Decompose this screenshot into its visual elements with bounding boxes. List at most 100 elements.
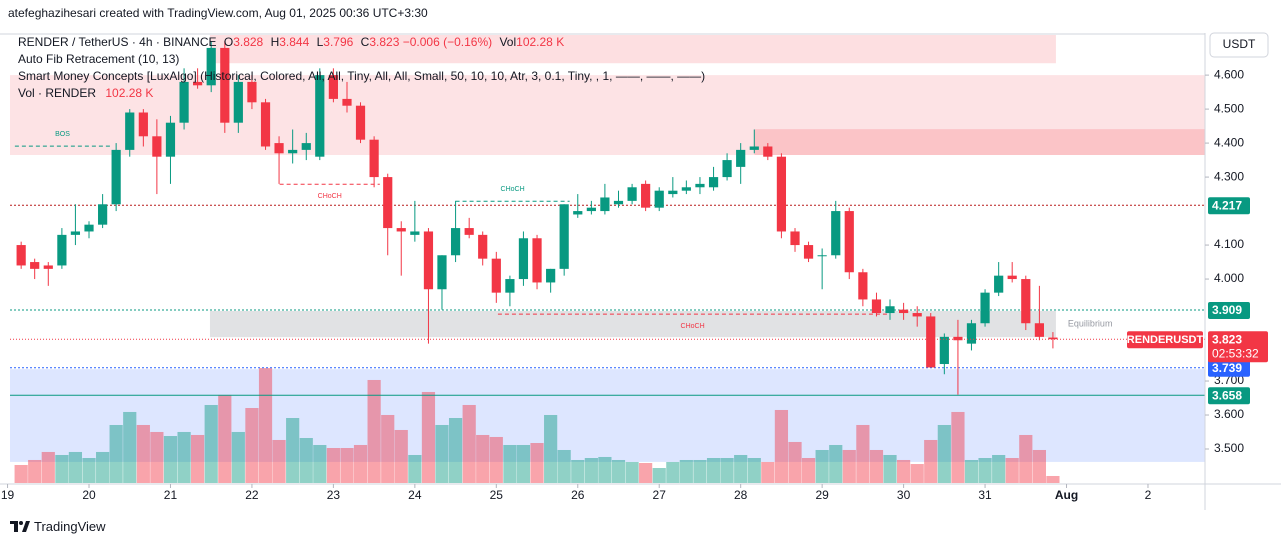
candle-body — [328, 75, 338, 99]
candle-body — [260, 102, 271, 147]
volume-bar — [448, 418, 463, 483]
volume-bar — [177, 431, 191, 483]
x-tick-label: 26 — [571, 488, 585, 502]
candle-body — [858, 272, 868, 300]
volume-bar — [734, 454, 748, 483]
candle-body — [885, 306, 895, 314]
candle-body — [165, 122, 176, 157]
level-label-bg — [1208, 301, 1250, 319]
candle-body — [206, 47, 216, 86]
x-tick-label: 21 — [164, 488, 178, 502]
candle-body — [613, 200, 624, 205]
volume-bar — [245, 408, 259, 483]
y-tick-label: 4.500 — [1214, 101, 1244, 115]
candle-body — [681, 187, 691, 191]
y-tick-label: 4.400 — [1214, 135, 1244, 149]
volume-bar — [435, 424, 449, 483]
candle-body — [803, 245, 814, 259]
candle-body — [1034, 323, 1044, 337]
candle-body — [288, 149, 298, 154]
candle-body — [939, 336, 949, 365]
candle-body — [274, 143, 284, 154]
candle-body — [1007, 275, 1017, 280]
ohlc-value: 3.796 — [323, 35, 354, 49]
volume-bar — [28, 459, 42, 483]
volume-bar — [720, 458, 734, 483]
volume-bar — [1046, 475, 1060, 483]
candle-body — [722, 160, 732, 178]
volume-bar — [666, 461, 680, 483]
volume-bar — [109, 424, 123, 483]
volume-bar — [706, 458, 721, 483]
candle-body — [301, 143, 311, 150]
volume-value: 102.28 K — [105, 86, 154, 100]
candle-body — [559, 204, 569, 269]
ohlc-value: 3.844 — [279, 35, 310, 49]
candle-body — [16, 245, 26, 266]
volume-bar — [476, 434, 490, 483]
volume-bar — [313, 444, 327, 483]
volume-bar — [163, 436, 178, 483]
volume-bar — [462, 404, 476, 483]
candle-body — [111, 149, 121, 205]
x-tick-label: 27 — [653, 488, 667, 502]
volume-bar — [801, 458, 816, 483]
candle-body — [57, 234, 67, 266]
ohlc-key: O — [223, 35, 234, 49]
candle-body — [790, 231, 800, 246]
volume-bar — [258, 368, 273, 483]
volume-bar — [557, 449, 571, 483]
volume-bar — [598, 456, 612, 483]
zone — [10, 369, 1205, 462]
y-tick-label: 3.600 — [1214, 407, 1244, 421]
ohlc-key: L — [316, 35, 324, 49]
candle-body — [654, 190, 664, 208]
zone — [754, 129, 1205, 155]
volume-bar — [218, 394, 232, 483]
candle-body — [437, 255, 447, 290]
candle-body — [1048, 337, 1058, 340]
volume-bar — [489, 436, 503, 483]
candle-body — [586, 207, 596, 212]
volume-bar — [82, 458, 96, 483]
candle-body — [600, 197, 610, 212]
volume-bar — [421, 391, 436, 483]
x-tick-label: 24 — [408, 488, 422, 502]
volume-bar — [747, 458, 761, 483]
level-label: 3.739 — [1212, 361, 1242, 375]
volume-bar — [96, 451, 110, 483]
ohlc-value: 3.828 — [233, 35, 264, 49]
candle-body — [817, 255, 827, 257]
structure-label: CHoCH — [681, 323, 705, 330]
candle-body — [518, 238, 529, 280]
candle-body — [138, 112, 148, 137]
volume-bar — [326, 448, 340, 483]
candle-body — [233, 81, 243, 123]
currency-box — [1209, 32, 1269, 58]
currency: USDT — [1223, 37, 1256, 51]
x-tick-label: 31 — [978, 488, 992, 502]
candle-body — [450, 228, 461, 256]
y-tick-label: 4.100 — [1214, 237, 1244, 251]
candle-body — [478, 234, 488, 259]
candle-body — [695, 183, 705, 188]
volume-bar — [353, 444, 368, 483]
volume-bar — [774, 409, 789, 483]
x-tick-label: 22 — [245, 488, 259, 502]
volume-bar — [191, 434, 205, 483]
candle-body — [43, 265, 53, 269]
x-tick-label: Aug — [1055, 488, 1078, 502]
volume-bar — [136, 424, 150, 483]
candle-body — [776, 156, 787, 232]
level-label: 4.217 — [1212, 198, 1242, 212]
candle-body — [953, 336, 963, 341]
candle-body — [179, 81, 189, 123]
volume-bar — [869, 449, 884, 483]
volume-bar — [951, 411, 965, 483]
candle-body — [70, 231, 81, 235]
x-tick-label: 30 — [897, 488, 911, 502]
volume-bar — [571, 459, 585, 483]
footer: TradingView — [10, 519, 106, 534]
candle-body — [423, 231, 434, 290]
